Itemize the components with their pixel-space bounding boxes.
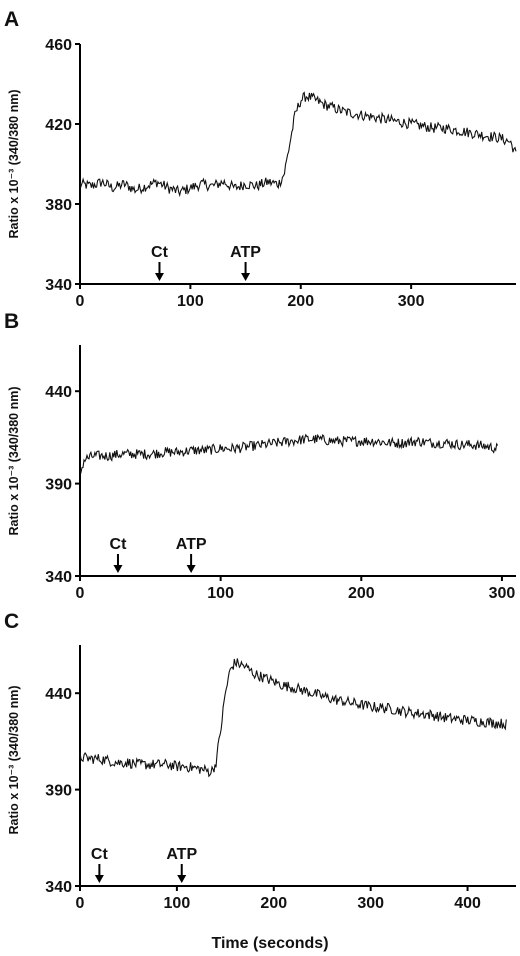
x-tick-label: 300 xyxy=(357,895,384,912)
x-tick-label: 200 xyxy=(348,585,375,602)
y-tick-label: 380 xyxy=(45,197,72,214)
data-trace xyxy=(79,658,507,778)
panel-label: B xyxy=(4,310,19,333)
annotation-label: ATP xyxy=(230,244,261,261)
annotation-label: Ct xyxy=(91,846,109,863)
panel-a: A Ratio x 10⁻³ (340/380 nm) 340 380 420 460… xyxy=(4,8,517,310)
x-tick-label: 300 xyxy=(398,293,425,310)
annotation-label: Ct xyxy=(151,244,169,261)
panel-label: A xyxy=(4,8,19,31)
annotation-label: ATP xyxy=(166,846,197,863)
annotation-arrow-head xyxy=(94,875,104,883)
annotation-arrow-head xyxy=(113,565,123,573)
annotation-label: Ct xyxy=(110,536,128,553)
y-tick-label: 340 xyxy=(45,277,72,294)
x-tick-label: 200 xyxy=(260,895,287,912)
y-tick-label: 440 xyxy=(45,686,72,703)
x-tick-label: 0 xyxy=(76,895,85,912)
annotation-arrow-head xyxy=(241,273,251,281)
annotation-arrow-head xyxy=(154,273,164,281)
x-tick-label: 100 xyxy=(164,895,191,912)
panel-label: C xyxy=(4,610,19,633)
annotation-arrow-head xyxy=(177,875,187,883)
x-tick-label: 300 xyxy=(489,585,516,602)
y-axis-title: Ratio x 10⁻³ (340/380 nm) xyxy=(7,89,21,238)
panel-c: C Ratio x 10⁻³ (340/380 nm) Time (second… xyxy=(4,610,516,952)
y-tick-label: 340 xyxy=(45,569,72,586)
y-tick-label: 460 xyxy=(45,37,72,54)
x-axis-title: Time (seconds) xyxy=(211,935,328,952)
panel-b: B Ratio x 10⁻³ (340/380 nm) 340 390 440 0 10… xyxy=(4,310,516,602)
x-tick-label: 100 xyxy=(207,585,234,602)
x-tick-label: 0 xyxy=(76,293,85,310)
y-axis-title: Ratio x 10⁻³ (340/380 nm) xyxy=(7,685,21,834)
x-tick-label: 200 xyxy=(287,293,314,310)
annotation-label: ATP xyxy=(176,536,207,553)
y-tick-label: 440 xyxy=(45,384,72,401)
y-tick-label: 340 xyxy=(45,879,72,896)
y-tick-label: 390 xyxy=(45,783,72,800)
y-axis-title: Ratio x 10⁻³ (340/380 nm) xyxy=(7,386,21,535)
x-tick-label: 400 xyxy=(454,895,481,912)
annotation-arrow-head xyxy=(186,565,196,573)
x-tick-label: 100 xyxy=(177,293,204,310)
data-trace xyxy=(79,91,517,198)
y-tick-label: 420 xyxy=(45,117,72,134)
x-tick-label: 0 xyxy=(76,585,85,602)
data-trace xyxy=(79,433,499,474)
y-tick-label: 390 xyxy=(45,477,72,494)
